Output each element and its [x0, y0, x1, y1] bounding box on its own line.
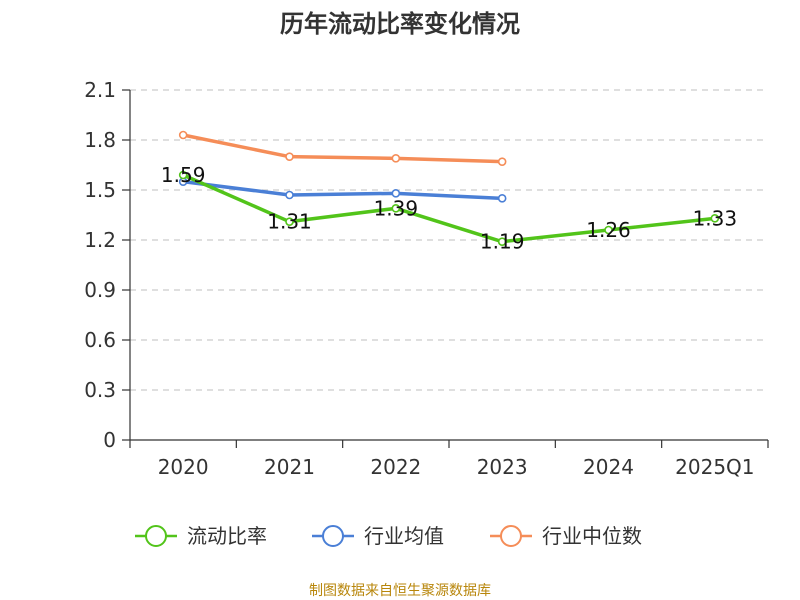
- data-point: [710, 214, 720, 223]
- data-label: 1.31: [267, 210, 312, 234]
- y-tick-label: 1.2: [84, 228, 116, 252]
- legend-label: 行业中位数: [542, 524, 642, 548]
- grid-lines: [130, 89, 768, 391]
- series-line: [182, 133, 503, 164]
- legend-marker: [322, 525, 344, 547]
- data-point: [497, 157, 507, 166]
- data-point: [285, 217, 294, 226]
- legend-marker: [145, 525, 167, 547]
- data-point: [391, 189, 401, 198]
- y-tick-label: 0.9: [84, 278, 116, 302]
- data-point: [178, 170, 188, 180]
- y-tick-label: 1.8: [84, 128, 116, 152]
- y-tick-label: 0.6: [84, 328, 116, 352]
- data-point: [391, 154, 401, 163]
- data-point: [497, 237, 507, 246]
- y-tick-label: 0: [103, 428, 116, 452]
- x-tick-label: 2024: [583, 455, 634, 479]
- source-note: 制图数据来自恒生聚源数据库: [309, 583, 491, 599]
- x-tick-label: 2021: [264, 455, 315, 479]
- chart-title: 历年流动比率变化情况: [280, 10, 520, 38]
- y-tick-label: 0.3: [84, 378, 116, 402]
- data-label: 1.59: [161, 163, 206, 187]
- series: [178, 130, 720, 246]
- legend-label: 行业均值: [364, 524, 444, 548]
- data-point: [604, 225, 613, 235]
- x-tick-label: 2025Q1: [675, 455, 754, 479]
- data-label: 1.19: [480, 230, 525, 254]
- x-tick-label: 2022: [370, 455, 421, 479]
- y-tick-label: 2.1: [84, 78, 116, 102]
- legend-label: 流动比率: [187, 524, 267, 548]
- series-line: [182, 173, 716, 244]
- series-line: [182, 179, 503, 201]
- x-tick-label: 2023: [477, 455, 528, 479]
- data-point: [285, 152, 294, 161]
- x-tick-label: 2020: [158, 455, 209, 479]
- legend-marker: [500, 525, 522, 547]
- data-label: 1.33: [693, 206, 738, 230]
- data-label: 1.26: [586, 218, 631, 242]
- data-labels: 1.59 1.31 1.39 1.19 1.26 1.33: [161, 163, 737, 254]
- legend: 流动比率 行业均值 行业中位数: [135, 524, 642, 548]
- y-tick-label: 1.5: [84, 178, 116, 202]
- data-label: 1.39: [374, 196, 419, 220]
- axes: 0 0.3 0.6 0.9 1.2 1.5 1.8 2.1 2020 2021 2022 2023 20…: [84, 78, 769, 479]
- data-point: [391, 204, 401, 213]
- data-point: [285, 190, 294, 200]
- data-point: [178, 130, 188, 140]
- data-point: [497, 194, 507, 203]
